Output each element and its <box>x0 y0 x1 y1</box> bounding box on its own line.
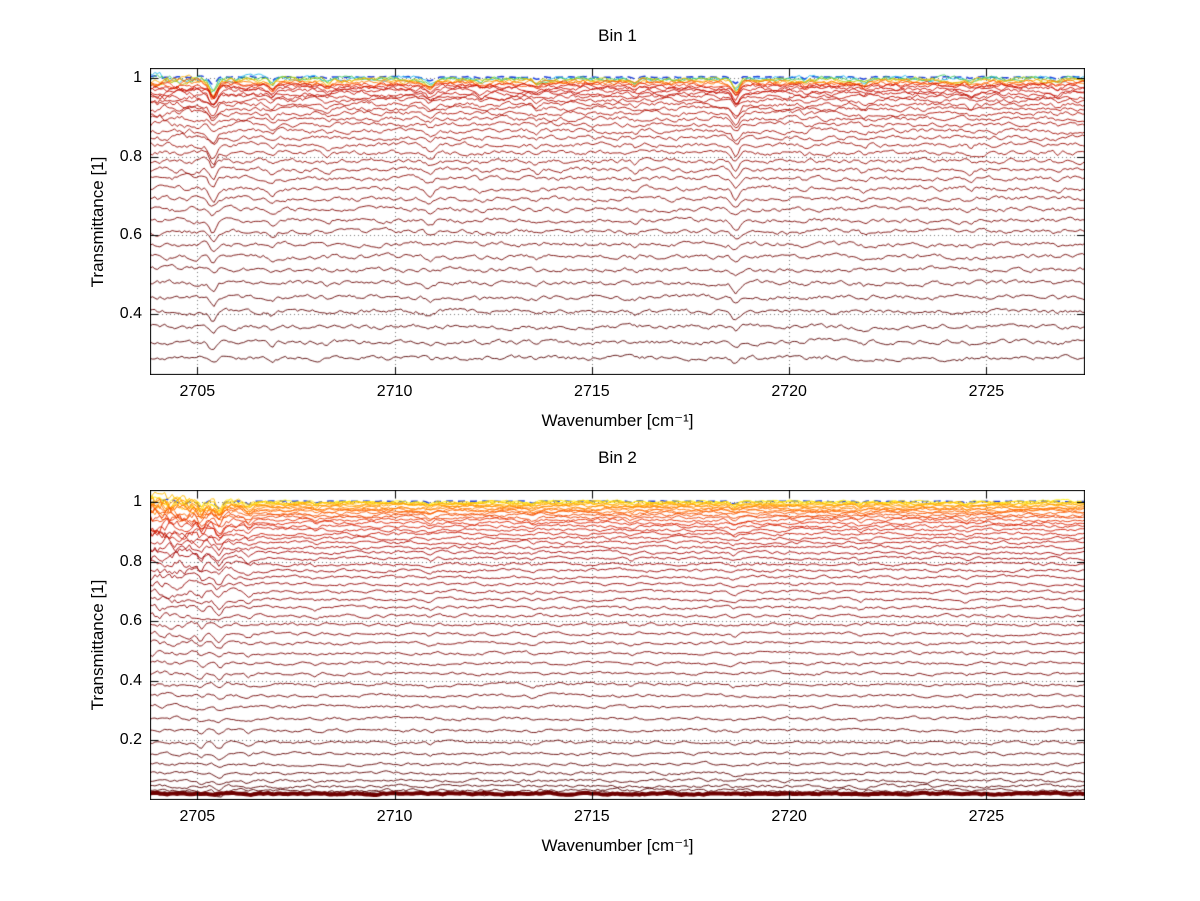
y-tick-label: 0.2 <box>119 731 142 749</box>
y-tick-label: 0.6 <box>119 226 142 244</box>
x-axis-label: Wavenumber [cm⁻¹] <box>541 836 694 855</box>
x-tick-label: 2705 <box>179 383 216 400</box>
y-tick-label: 0.4 <box>119 671 142 689</box>
x-tick-label: 2720 <box>771 808 807 825</box>
x-tick-label: 2705 <box>179 808 216 825</box>
y-tick-label: 0.8 <box>119 552 142 570</box>
x-tick-label: 2715 <box>574 383 610 400</box>
x-tick-label: 2720 <box>771 383 807 400</box>
y-tick-label: 0.6 <box>119 612 142 630</box>
chart-title: Bin 2 <box>598 448 637 467</box>
bin2-plot-canvas <box>150 490 1085 800</box>
chart-title: Bin 1 <box>598 26 637 45</box>
x-axis-label: Wavenumber [cm⁻¹] <box>541 411 694 430</box>
x-tick-label: 2710 <box>376 808 413 825</box>
bin1-plot-canvas <box>150 68 1085 375</box>
x-tick-label: 2725 <box>968 808 1005 825</box>
y-tick-label: 1 <box>133 492 142 510</box>
y-tick-label: 0.4 <box>119 304 142 322</box>
x-tick-label: 2715 <box>574 808 610 825</box>
x-tick-label: 2710 <box>376 383 413 400</box>
y-tick-label: 0.8 <box>119 147 142 165</box>
y-tick-label: 1 <box>133 68 142 86</box>
x-tick-label: 2725 <box>968 383 1005 400</box>
